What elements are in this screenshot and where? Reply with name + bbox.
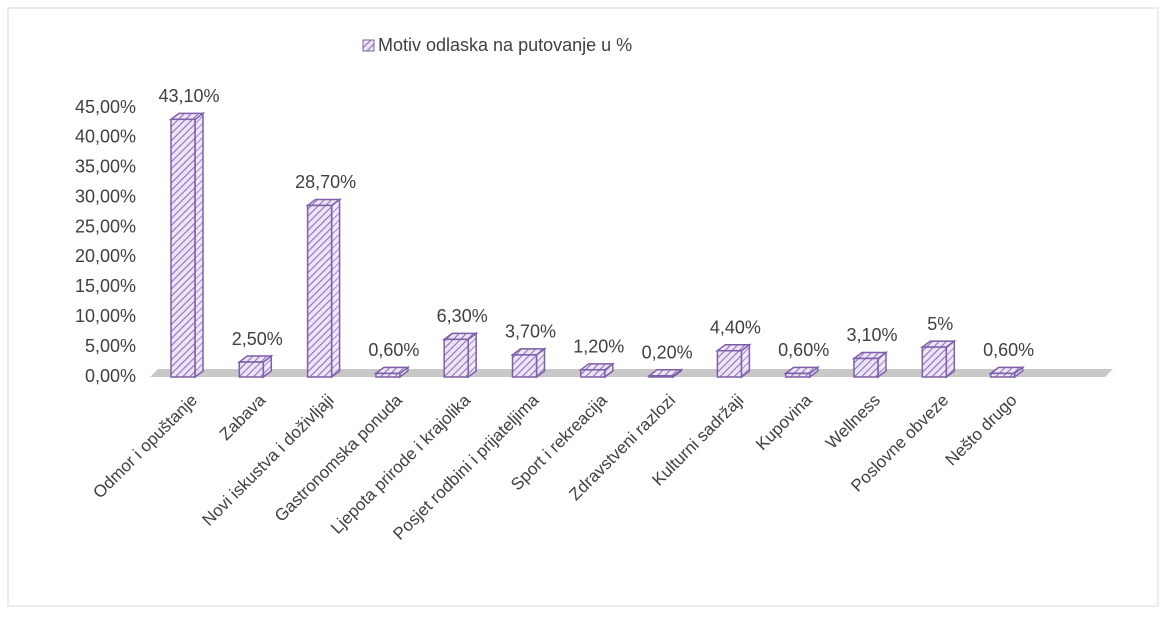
- value-label: 1,20%: [573, 337, 624, 357]
- floor: [150, 369, 1113, 377]
- value-label: 28,70%: [295, 172, 356, 192]
- value-label: 0,20%: [642, 343, 693, 363]
- bar-front: [511, 354, 538, 378]
- y-tick-label: 25,00%: [75, 216, 136, 236]
- bar-front: [443, 338, 469, 378]
- y-tick-label: 35,00%: [75, 157, 136, 177]
- bar: [510, 347, 547, 379]
- bar: [783, 365, 820, 379]
- bar: [988, 365, 1025, 379]
- bar-front: [648, 375, 674, 378]
- bar-front: [853, 357, 879, 378]
- bar-side: [330, 197, 341, 379]
- bar: [237, 354, 274, 379]
- legend-swatch: [362, 39, 375, 52]
- bar: [441, 331, 479, 379]
- value-label: 6,30%: [437, 306, 488, 326]
- bar-front: [716, 349, 743, 378]
- bar: [851, 350, 889, 379]
- bar: [578, 362, 616, 379]
- value-label: 43,10%: [158, 86, 219, 106]
- value-label: 5%: [927, 314, 953, 334]
- bar: [305, 197, 342, 379]
- y-tick-label: 15,00%: [75, 276, 136, 296]
- bar-front: [580, 369, 606, 378]
- y-tick-label: 20,00%: [75, 246, 136, 266]
- value-label: 0,60%: [778, 340, 829, 360]
- value-label: 4,40%: [710, 317, 761, 337]
- y-tick-label: 30,00%: [75, 186, 136, 206]
- y-tick-label: 10,00%: [75, 306, 136, 326]
- legend-label: Motiv odlaska na putovanje u %: [378, 35, 632, 55]
- y-tick-label: 5,00%: [85, 336, 136, 356]
- y-tick-label: 40,00%: [75, 127, 136, 147]
- bar-front: [170, 118, 196, 378]
- value-label: 3,70%: [505, 322, 556, 342]
- value-label: 0,60%: [983, 340, 1034, 360]
- value-label: 0,60%: [368, 340, 419, 360]
- bar-side: [194, 111, 204, 379]
- bar-front: [989, 372, 1016, 378]
- bar-front: [784, 372, 811, 378]
- bar: [920, 339, 957, 379]
- value-label: 2,50%: [232, 329, 283, 349]
- bar: [168, 111, 206, 379]
- y-tick-label: 0,00%: [85, 366, 136, 386]
- value-label: 3,10%: [846, 325, 897, 345]
- y-tick-label: 45,00%: [75, 97, 136, 117]
- bar-side: [467, 331, 477, 379]
- bar-front: [238, 361, 265, 378]
- bar: [715, 343, 752, 379]
- bar-front: [375, 372, 401, 378]
- bar: [373, 365, 411, 379]
- bar: [646, 368, 684, 379]
- bar-front: [921, 346, 948, 378]
- bar-front: [306, 204, 333, 378]
